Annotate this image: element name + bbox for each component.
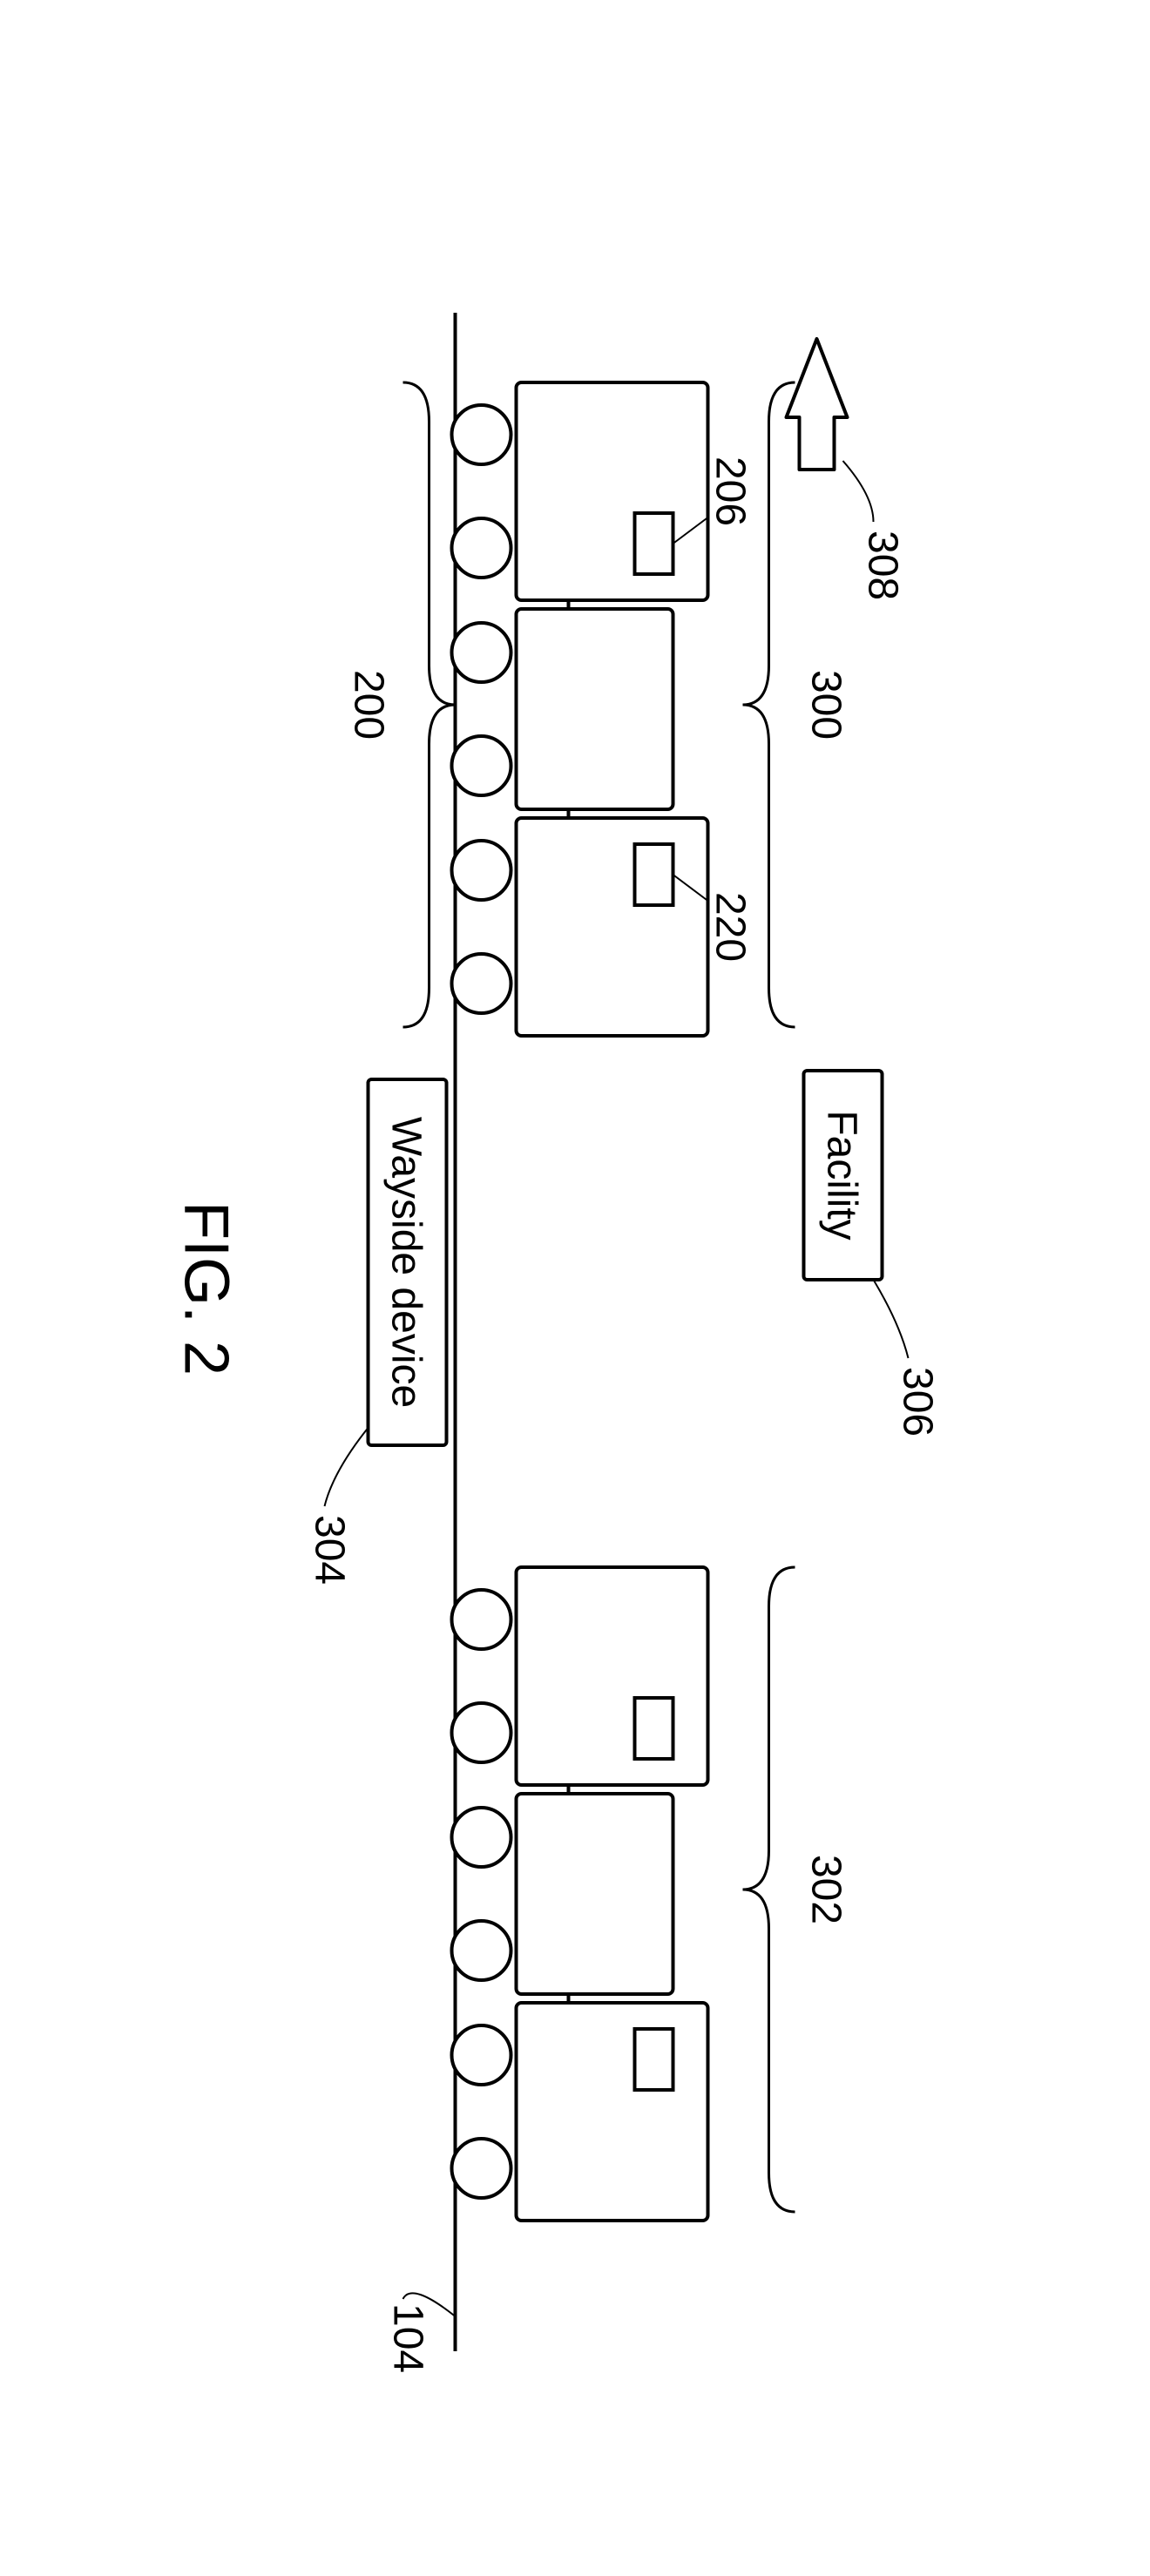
train-left-car-0-wheel-1 (452, 518, 511, 578)
leader-308 (843, 461, 874, 522)
ref-206: 206 (707, 456, 754, 525)
train-right-car-0-wheel-0 (452, 1590, 511, 1649)
ref-104: 104 (385, 2303, 431, 2373)
train-left-car-2-wheel-0 (452, 841, 511, 900)
leader-220 (673, 875, 708, 901)
train-right-car-1-wheel-0 (452, 1808, 511, 1867)
train-right-car-2-wheel-1 (452, 2139, 511, 2198)
train-left-car-0-window (635, 513, 673, 574)
train-left-car-0-wheel-0 (452, 405, 511, 464)
page: 308 300 200 206 220 302 Facility 306 Wayside dev… (0, 0, 1150, 2576)
train-left-car-0-body (517, 382, 708, 600)
train-right-car-0-body (517, 1567, 708, 1785)
figure-rotated-wrapper: 308 300 200 206 220 302 Facility 306 Wayside dev… (94, 156, 1057, 2421)
train-right-car-2-body (517, 2003, 708, 2221)
wayside-label: Wayside device (383, 1116, 430, 1407)
brace-302 (743, 1567, 795, 2212)
figure-svg: 308 300 200 206 220 302 Facility 306 Wayside dev… (98, 156, 1057, 2421)
ref-220: 220 (707, 891, 754, 961)
train-left-car-2-window (635, 844, 673, 905)
brace-200 (403, 382, 456, 1027)
train-left-car-2-wheel-1 (452, 954, 511, 1013)
train-left-car-1-body (517, 609, 673, 809)
train-right-car-0-wheel-1 (452, 1703, 511, 1762)
figure-caption: FIG. 2 (172, 1200, 241, 1375)
ref-200: 200 (346, 669, 392, 739)
train-right-car-2-window (635, 2029, 673, 2090)
leader-206 (673, 517, 708, 544)
train-left-car-1-wheel-0 (452, 623, 511, 682)
direction-arrow (787, 339, 848, 470)
train-right-car-2-wheel-0 (452, 2025, 511, 2085)
train-left-car-1-wheel-1 (452, 736, 511, 795)
leader-304 (325, 1428, 369, 1506)
train-right-car-0-window (635, 1698, 673, 1759)
ref-308: 308 (860, 531, 906, 600)
ref-300: 300 (803, 669, 849, 739)
ref-306: 306 (895, 1367, 941, 1437)
ref-302: 302 (803, 1854, 849, 1924)
train-right-car-1-wheel-1 (452, 1921, 511, 1980)
train-left-car-2-body (517, 818, 708, 1036)
facility-label: Facility (819, 1110, 865, 1240)
leader-306 (874, 1280, 909, 1358)
train-right-car-1-body (517, 1794, 673, 1994)
ref-304: 304 (307, 1515, 353, 1585)
